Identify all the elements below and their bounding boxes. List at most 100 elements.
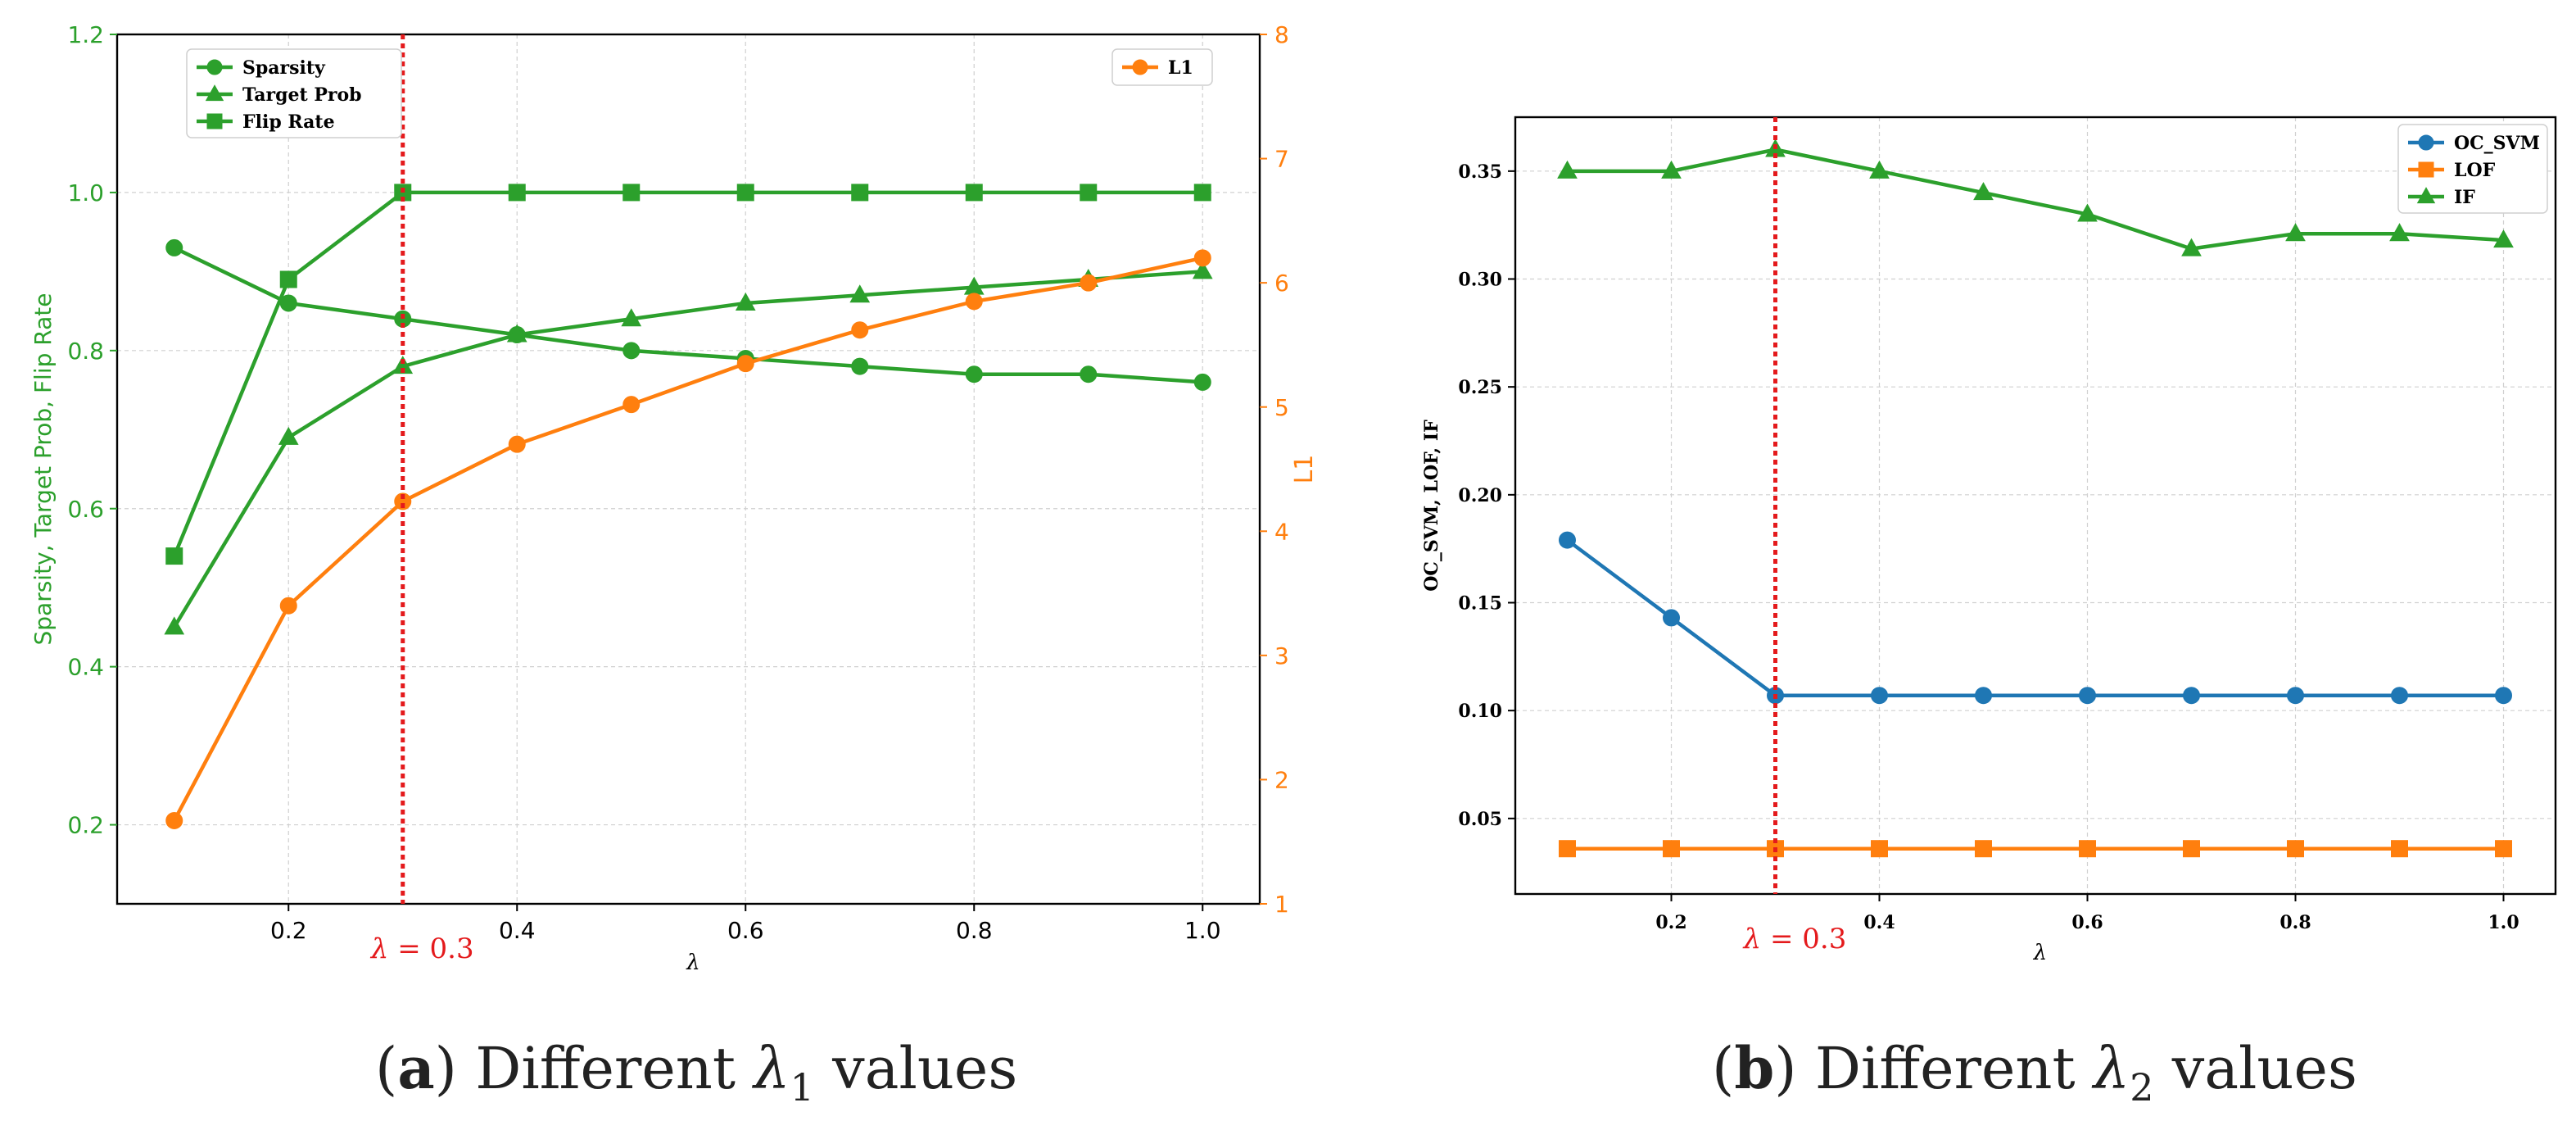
data-point bbox=[2181, 238, 2202, 256]
data-point bbox=[165, 811, 183, 829]
data-point bbox=[736, 184, 754, 202]
legend-item: Sparsity bbox=[197, 57, 326, 79]
legend-label: Target Prob bbox=[242, 84, 362, 106]
y-tick-label: 1.2 bbox=[67, 21, 104, 48]
data-point bbox=[1193, 373, 1211, 391]
chart-panel-b: 0.2 0.4 0.6 0.8 1.0 0.05 0.10 0.15 0.20 0.25 0.30 0… bbox=[1421, 116, 2557, 965]
series-line bbox=[1567, 147, 2504, 251]
data-point bbox=[279, 270, 297, 288]
plot-frame bbox=[1514, 116, 2557, 896]
y-right-tick-label: 3 bbox=[1274, 642, 1289, 669]
data-point bbox=[165, 547, 183, 565]
x-tick-label: 1.0 bbox=[1184, 917, 1221, 944]
data-point bbox=[1193, 184, 1211, 202]
y-right-tick-label: 7 bbox=[1274, 146, 1289, 173]
legend-box bbox=[1111, 48, 1213, 86]
legend-item: OC_SVM bbox=[2408, 133, 2540, 154]
lambda-reference-label: λ = 0.3 bbox=[1742, 923, 1847, 955]
data-point bbox=[2183, 687, 2200, 705]
data-point bbox=[2495, 840, 2512, 858]
data-point bbox=[1557, 160, 1578, 179]
data-point bbox=[508, 184, 526, 202]
x-axis-label: λ bbox=[686, 951, 699, 975]
data-point bbox=[622, 396, 641, 414]
series-line bbox=[172, 270, 1203, 628]
legend-label: L1 bbox=[1168, 57, 1193, 79]
y-tick-label: 0.15 bbox=[1458, 592, 1502, 614]
legend-item: L1 bbox=[1122, 57, 1193, 79]
data-point bbox=[849, 284, 871, 303]
y-axis-label: Sparsity, Target Prob, Flip Rate bbox=[29, 293, 57, 646]
y-tick-label: 0.8 bbox=[67, 338, 104, 365]
data-point bbox=[1193, 249, 1211, 267]
data-point bbox=[1192, 261, 1213, 279]
y-tick-label: 0.30 bbox=[1458, 269, 1502, 290]
data-point bbox=[2493, 229, 2514, 248]
legend-marker bbox=[206, 113, 223, 129]
data-point bbox=[1080, 365, 1098, 383]
legend-marker bbox=[2416, 187, 2436, 204]
y-tick-label: 0.25 bbox=[1458, 377, 1502, 398]
data-point bbox=[965, 293, 983, 311]
legend-label: OC_SVM bbox=[2454, 133, 2540, 154]
legend-item: LOF bbox=[2408, 160, 2496, 181]
data-point bbox=[2389, 223, 2410, 242]
data-point bbox=[851, 184, 869, 202]
plot-frame bbox=[115, 33, 1261, 905]
y-right-tick-label: 4 bbox=[1274, 518, 1289, 545]
data-point bbox=[165, 238, 183, 256]
data-point bbox=[1871, 687, 1888, 705]
data-point bbox=[851, 321, 869, 339]
x-tick-label: 0.4 bbox=[499, 917, 536, 944]
legend-item: IF bbox=[2408, 187, 2475, 208]
y-right-tick-label: 5 bbox=[1274, 394, 1289, 421]
legend-label: Flip Rate bbox=[242, 111, 335, 133]
x-tick-label: 0.6 bbox=[727, 917, 764, 944]
x-tick-label: 0.2 bbox=[1655, 912, 1686, 933]
data-point bbox=[506, 324, 527, 343]
data-point bbox=[1975, 840, 1992, 858]
data-point bbox=[1871, 840, 1888, 858]
series-sparsity bbox=[165, 238, 1211, 391]
legend-label: Sparsity bbox=[242, 57, 326, 79]
series-lof bbox=[1559, 840, 2512, 858]
series-flip-rate bbox=[165, 184, 1211, 565]
x-tick-label: 0.4 bbox=[1863, 912, 1895, 933]
series-target-prob bbox=[164, 261, 1213, 635]
data-point bbox=[2183, 840, 2200, 858]
y-tick-label: 0.05 bbox=[1458, 809, 1502, 830]
legend-right: L1 bbox=[1111, 48, 1213, 86]
data-point bbox=[164, 616, 185, 635]
series-if bbox=[1557, 138, 2514, 256]
lambda-reference-label: λ = 0.3 bbox=[369, 933, 474, 965]
data-point bbox=[2079, 687, 2096, 705]
x-tick-label: 0.6 bbox=[2071, 912, 2103, 933]
data-point bbox=[2079, 840, 2096, 858]
data-point bbox=[392, 356, 414, 374]
data-point bbox=[2077, 203, 2098, 222]
data-point bbox=[1080, 184, 1098, 202]
data-point bbox=[965, 184, 983, 202]
data-point bbox=[2391, 840, 2408, 858]
y-tick-label: 0.6 bbox=[67, 496, 104, 523]
data-point bbox=[508, 435, 526, 453]
y-tick-label: 1.0 bbox=[67, 179, 104, 206]
data-point bbox=[1559, 840, 1576, 858]
data-point bbox=[622, 342, 641, 360]
x-axis-label: λ bbox=[2033, 941, 2047, 965]
x-tick-label: 1.0 bbox=[2488, 912, 2519, 933]
series-line bbox=[172, 256, 1203, 822]
series-oc-svm bbox=[1559, 531, 2512, 705]
y-tick-label: 0.35 bbox=[1458, 161, 1502, 183]
y-right-axis-label: L1 bbox=[1290, 455, 1319, 484]
data-point bbox=[394, 492, 412, 511]
y-tick-label: 0.10 bbox=[1458, 701, 1502, 722]
legend-marker bbox=[1132, 59, 1148, 75]
x-tick-label: 0.8 bbox=[2279, 912, 2311, 933]
data-point bbox=[1663, 609, 1680, 627]
caption-a: (a) Different λ1 values bbox=[375, 1034, 1018, 1110]
data-point bbox=[1663, 840, 1680, 858]
legend-box bbox=[186, 48, 402, 138]
y-tick-label: 0.4 bbox=[67, 654, 104, 681]
